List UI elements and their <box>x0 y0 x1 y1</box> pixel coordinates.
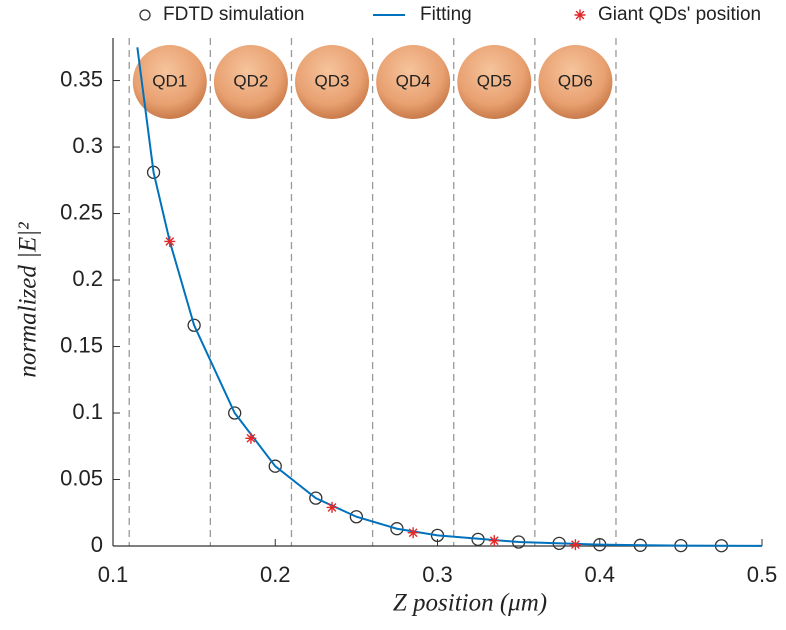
y-tick-label: 0 <box>91 532 103 557</box>
qd-label: QD3 <box>315 71 350 90</box>
qd-point <box>245 432 257 444</box>
sim-point <box>187 318 201 332</box>
y-tick-label: 0.2 <box>72 266 103 291</box>
legend-label: FDTD simulation <box>163 4 304 25</box>
qd-label: QD4 <box>396 71 431 90</box>
x-tick-label: 0.5 <box>747 562 778 587</box>
legend-symbol <box>139 9 151 21</box>
legend-label: Fitting <box>420 4 472 25</box>
qd-point <box>569 539 581 551</box>
qd-point <box>488 535 500 547</box>
sim-point <box>268 459 282 473</box>
x-tick-label: 0.4 <box>584 562 615 587</box>
qd-label: QD6 <box>558 71 593 90</box>
qd-sphere <box>213 45 288 119</box>
x-axis-label: Z position (μm) <box>393 590 547 617</box>
qd-label: QD5 <box>477 71 512 90</box>
y-tick-label: 0.35 <box>60 66 103 91</box>
x-tick-label: 0.3 <box>422 562 453 587</box>
qd-label: QD1 <box>152 71 187 90</box>
sim-point <box>309 491 323 505</box>
fit-line <box>136 47 763 547</box>
y-axis-label: normalized |E|² <box>15 222 42 378</box>
x-tick-label: 0.1 <box>98 562 129 587</box>
qd-sphere <box>295 45 370 119</box>
y-tick-label: 0.25 <box>60 199 103 224</box>
y-tick-label: 0.3 <box>72 133 103 158</box>
legend-symbol <box>574 9 586 21</box>
qd-point <box>164 235 176 247</box>
qd-sphere <box>457 45 532 119</box>
legend-label: Giant QDs' position <box>598 4 761 25</box>
y-tick-label: 0.1 <box>72 399 103 424</box>
qd-label: QD2 <box>233 71 268 90</box>
y-tick-label: 0.15 <box>60 332 103 357</box>
x-tick-label: 0.2 <box>260 562 291 587</box>
qd-sphere <box>376 45 451 119</box>
qd-sphere <box>538 45 613 119</box>
qd-point <box>326 501 338 513</box>
y-tick-label: 0.05 <box>60 465 103 490</box>
qd-sphere <box>132 45 207 119</box>
sim-point <box>349 510 364 524</box>
qd-point <box>407 527 419 539</box>
sim-point <box>228 406 242 420</box>
